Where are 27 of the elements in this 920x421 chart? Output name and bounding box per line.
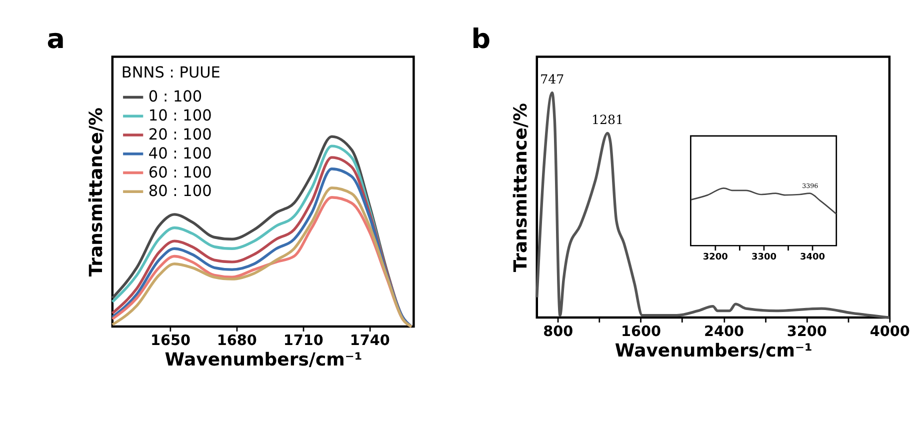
legend-label: 40 : 100	[148, 144, 212, 162]
y-axis-title: Transmittance/%	[86, 108, 108, 277]
x-tick-label: 3300	[751, 252, 776, 263]
x-tick-label: 3200	[702, 252, 728, 263]
legend-label: 20 : 100	[148, 125, 212, 144]
legend-title: BNNS : PUUE	[121, 63, 220, 82]
x-tick-label: 1650	[150, 332, 190, 349]
legend-label: 0 : 100	[148, 88, 202, 106]
x-tick-label: 4000	[870, 324, 910, 340]
x-tick-label: 3200	[786, 324, 827, 340]
x-tick-label: 1680	[216, 332, 257, 349]
annotation: 747	[540, 72, 564, 87]
x-tick-label: 800	[543, 324, 574, 340]
legend-label: 80 : 100	[148, 182, 212, 200]
x-axis-title: Wavenumbers/cm⁻¹	[614, 340, 812, 362]
chart-title: b	[471, 24, 491, 55]
x-tick-label: 2400	[704, 324, 744, 340]
x-axis-title: Wavenumbers/cm⁻¹	[164, 350, 362, 371]
x-tick-label: 3400	[800, 252, 826, 263]
chart-title: a	[46, 24, 65, 55]
x-tick-label: 1740	[350, 332, 390, 349]
x-tick-label: 1710	[283, 332, 324, 349]
legend-label: 10 : 100	[148, 106, 212, 125]
x-tick-label: 1600	[621, 324, 662, 340]
y-axis-title: Transmittance/%	[510, 103, 532, 272]
annotation: 1281	[591, 112, 624, 128]
legend-label: 60 : 100	[148, 163, 212, 182]
